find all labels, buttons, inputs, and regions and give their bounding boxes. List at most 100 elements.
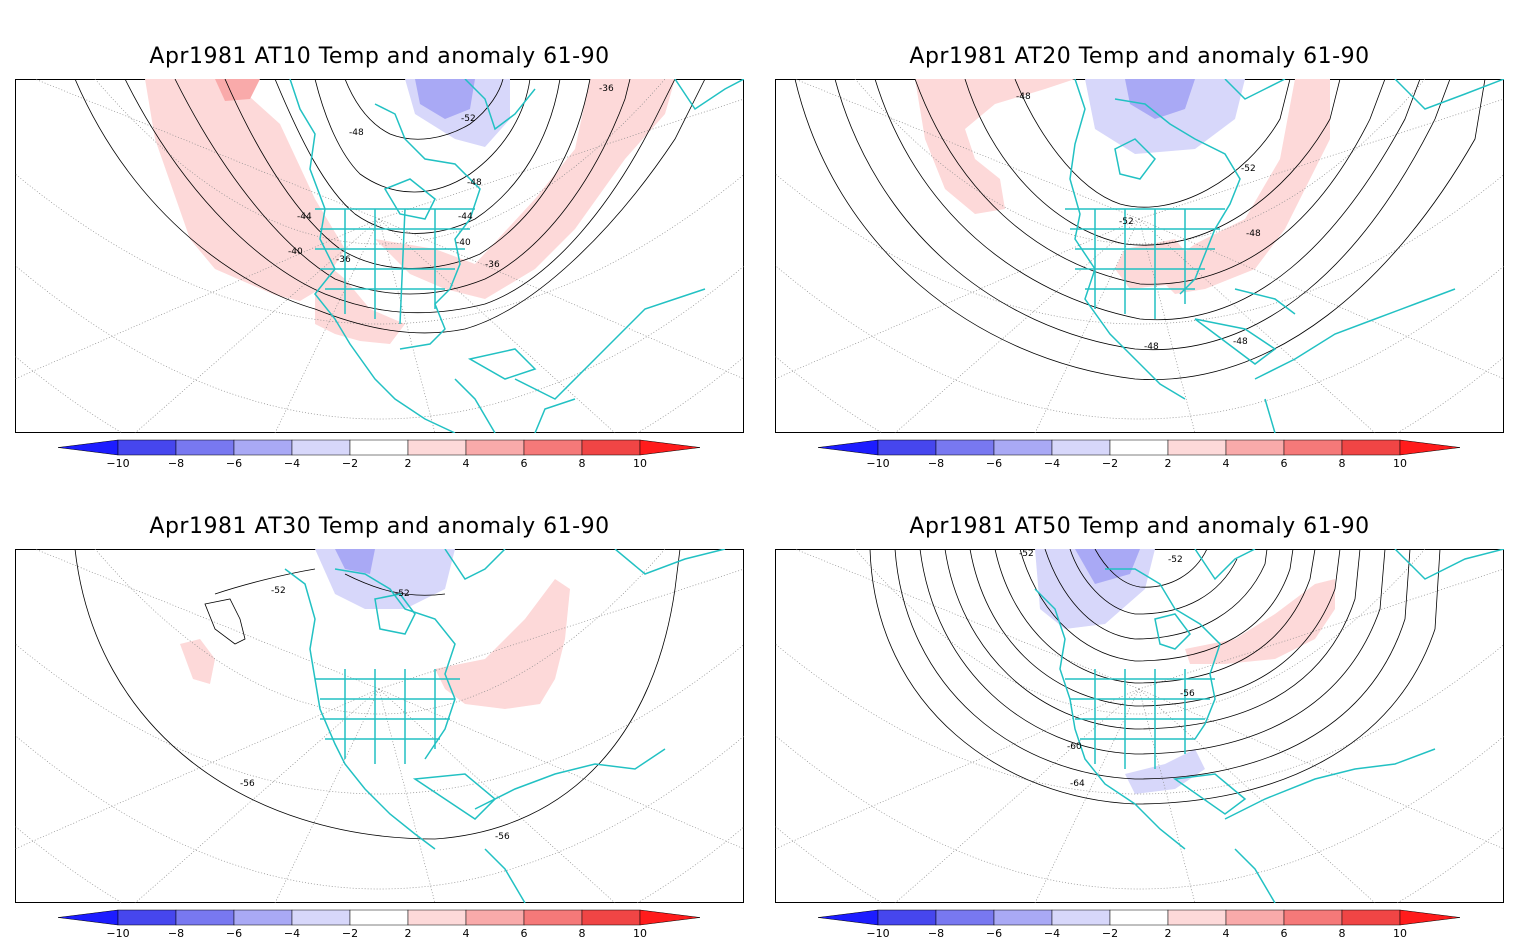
colorbar-tick-label: 2	[1165, 927, 1172, 940]
contour-label: -48	[467, 178, 482, 188]
colorbar-box	[1167, 439, 1227, 456]
polar-map: -36 -52 -48 -48 -44 -44 -40 -40 -36 -36	[15, 79, 744, 433]
colorbar-box	[407, 909, 467, 926]
contour-label: -48	[1233, 337, 1248, 347]
colorbar-tick-label: 8	[579, 457, 586, 470]
colorbar-tick-label: 6	[1281, 927, 1288, 940]
contour-label: -56	[1180, 689, 1195, 699]
warm-anomaly-region	[915, 79, 1075, 214]
warm-anomaly-region	[145, 79, 345, 301]
colorbar-box	[1225, 439, 1285, 456]
colorbar-arrow-right	[1399, 439, 1461, 456]
colorbar-tick-label: 8	[1339, 927, 1346, 940]
colorbar-tick-label: 10	[633, 457, 647, 470]
colorbar-tick-label: −6	[986, 927, 1002, 940]
colorbar-tick-label: 2	[1165, 457, 1172, 470]
polar-map: -48 -52 -52 -48 -48 -48	[775, 79, 1504, 433]
lat-lon-grid	[15, 549, 744, 903]
colorbar: −10 −8 −6 −4 −2 2 4 6 8 10	[58, 909, 701, 940]
colorbar-tick-label: −8	[168, 457, 184, 470]
colorbar-box	[233, 439, 293, 456]
colorbar-box	[1109, 909, 1169, 926]
contour-label: -64	[1070, 779, 1085, 789]
colorbar-tick-label: 6	[521, 927, 528, 940]
contour-label: -36	[599, 84, 614, 94]
lat-lon-grid	[775, 79, 1504, 433]
colorbar-box	[581, 439, 641, 456]
colorbar-tick-label: 10	[1393, 457, 1407, 470]
contour-label: -52	[1168, 555, 1183, 565]
contour-labels: -52 -52 -56 -60 -64	[1019, 549, 1195, 789]
colorbar-tick-label: −6	[986, 457, 1002, 470]
colorbar-box	[291, 439, 351, 456]
colorbar-box	[465, 439, 525, 456]
colorbar-arrow-left	[58, 439, 119, 456]
colorbar-tick-label: −8	[168, 927, 184, 940]
colorbar: −10 −8 −6 −4 −2 2 4 6 8 10	[818, 909, 1461, 940]
contour-label: -36	[336, 255, 351, 265]
polar-map: -52 -52 -56 -56	[15, 549, 744, 903]
warm-anomaly-region	[180, 639, 215, 684]
cold-anomaly-region	[1125, 749, 1205, 794]
coastlines	[289, 79, 744, 433]
colorbar-tick-label: −4	[1044, 927, 1060, 940]
map-frame	[775, 549, 1504, 903]
colorbar-tick-label: 8	[1339, 457, 1346, 470]
lat-lon-grid	[15, 79, 744, 433]
lat-lon-grid	[775, 549, 1504, 903]
contour-labels: -48 -52 -52 -48 -48 -48	[1016, 92, 1261, 352]
contour-labels: -52 -52 -56 -56	[240, 586, 510, 842]
anomaly-shading	[145, 79, 675, 344]
cold-anomaly-core	[1075, 549, 1140, 584]
colorbar-box	[993, 439, 1053, 456]
colorbar-tick-label: 4	[463, 457, 470, 470]
colorbar-arrow-left	[818, 439, 879, 456]
contour-label: -52	[271, 586, 286, 596]
colorbar-box	[935, 909, 995, 926]
contour-label: -60	[1067, 742, 1082, 752]
contour-label: -52	[395, 589, 410, 599]
cold-anomaly-core	[1125, 79, 1195, 119]
colorbar-box	[349, 909, 409, 926]
colorbar-tick-label: 6	[1281, 457, 1288, 470]
contour-label: -56	[495, 832, 510, 842]
colorbar: −10 −8 −6 −4 −2 2 4 6 8 10	[818, 439, 1461, 470]
colorbar-tick-label: −10	[866, 927, 889, 940]
warm-anomaly-region	[315, 254, 405, 344]
colorbar-tick-label: −4	[284, 927, 300, 940]
colorbar-box	[407, 439, 467, 456]
contour-label: -40	[288, 247, 303, 257]
contour-label: -44	[458, 212, 473, 222]
contour-label: -56	[240, 779, 255, 789]
colorbar-tick-label: −2	[342, 457, 358, 470]
colorbar-tick-label: 8	[579, 927, 586, 940]
panel-title: Apr1981 AT30 Temp and anomaly 61-90	[149, 514, 610, 539]
panel-title: Apr1981 AT50 Temp and anomaly 61-90	[909, 514, 1370, 539]
colorbar-arrow-right	[1399, 909, 1461, 926]
contour-label: -48	[1246, 229, 1261, 239]
panel-title: Apr1981 AT20 Temp and anomaly 61-90	[909, 44, 1370, 69]
warm-anomaly-core	[215, 79, 260, 101]
colorbar-box	[117, 439, 177, 456]
contour-label: -40	[456, 238, 471, 248]
colorbar-box	[349, 439, 409, 456]
warm-anomaly-region	[435, 579, 570, 709]
colorbar-arrow-right	[639, 909, 701, 926]
colorbar-box	[117, 909, 177, 926]
contour-label: -52	[1019, 549, 1034, 559]
colorbar-box	[1283, 909, 1343, 926]
contour-label: -52	[461, 114, 476, 124]
colorbar-box	[1109, 439, 1169, 456]
colorbar-arrow-left	[818, 909, 879, 926]
coastlines	[1034, 549, 1504, 903]
colorbar-tick-label: −6	[226, 457, 242, 470]
coastlines	[284, 549, 726, 903]
cold-anomaly-core	[415, 79, 475, 119]
colorbar-box	[581, 909, 641, 926]
colorbar-box	[1341, 909, 1401, 926]
colorbar-box	[291, 909, 351, 926]
colorbar-box	[935, 439, 995, 456]
colorbar-box	[1341, 439, 1401, 456]
colorbar-box	[877, 909, 937, 926]
contour-label: -48	[1144, 342, 1159, 352]
